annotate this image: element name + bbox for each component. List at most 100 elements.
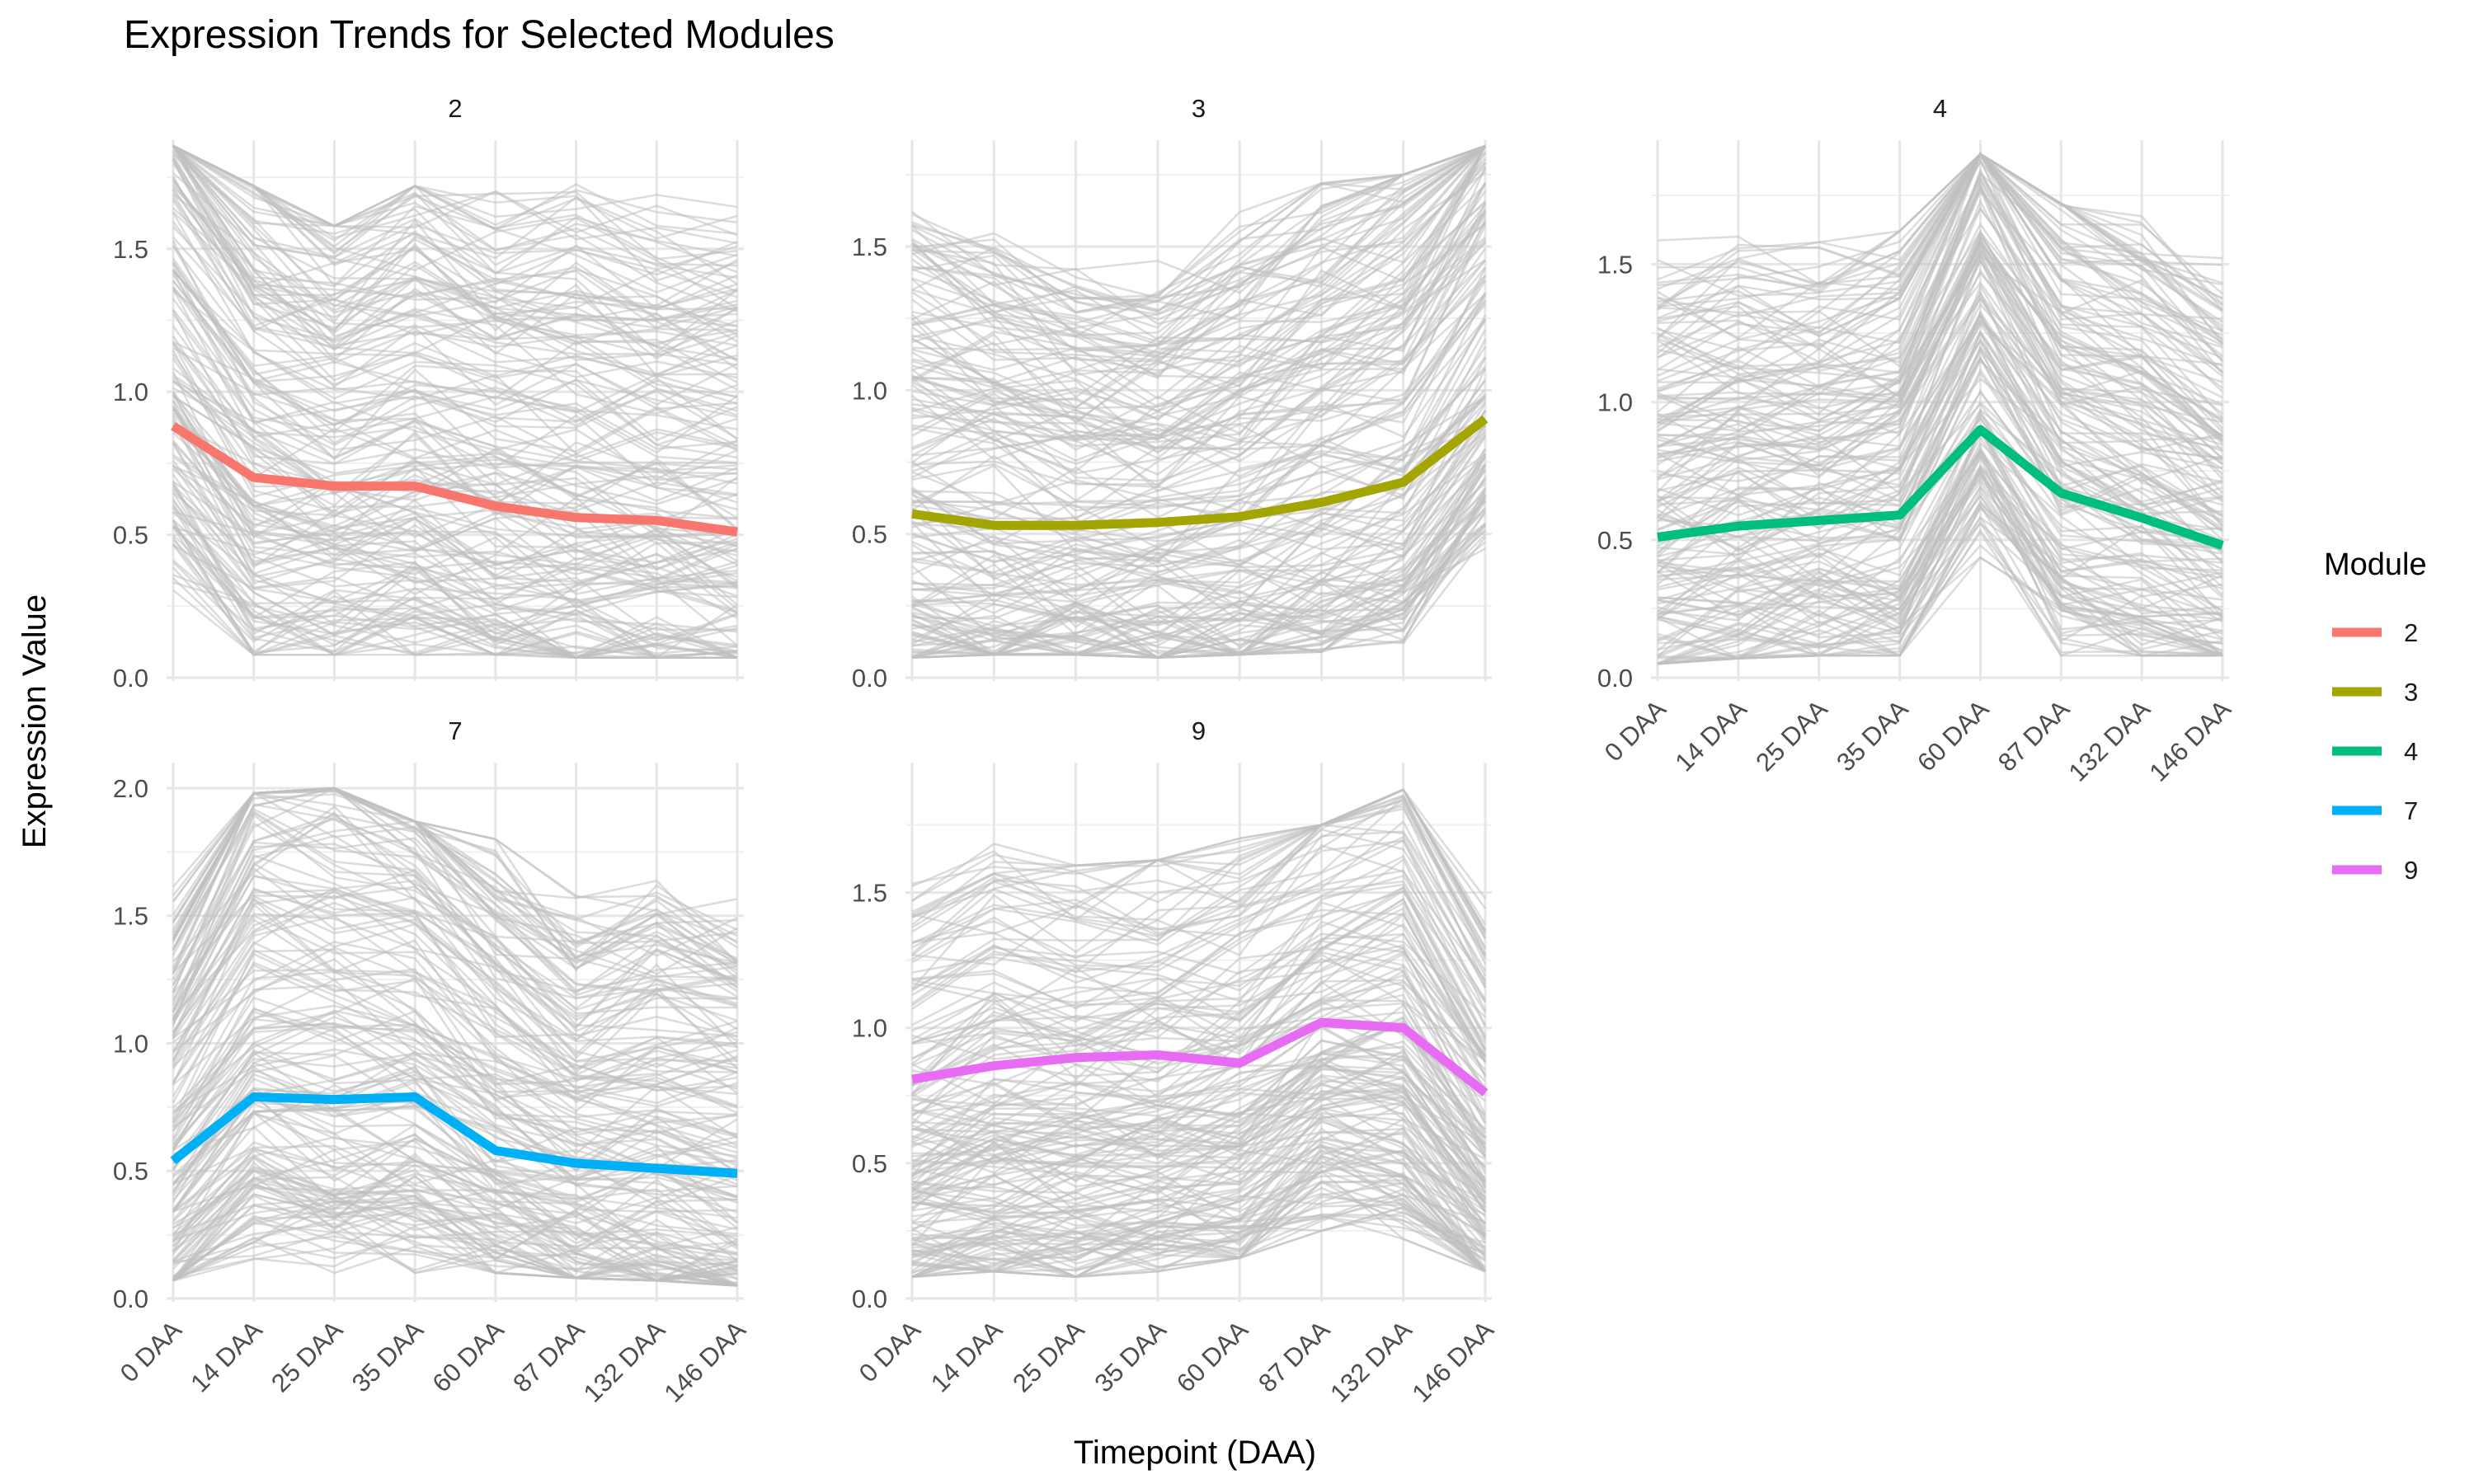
gene-profile-line <box>172 288 738 497</box>
gene-profile-line <box>172 869 738 1024</box>
gene-profile-line <box>172 813 738 1026</box>
gene-profile-line <box>911 1091 1486 1202</box>
gene-profile-line <box>172 1010 738 1182</box>
panel-2: 0.0 0.5 1.0 1.5 2 <box>113 94 744 693</box>
gene-profile-line <box>911 144 1486 299</box>
gene-profile-line <box>1657 485 2223 665</box>
module-4-mean-line <box>1657 425 2224 550</box>
legend-item-9: 9 <box>2332 856 2418 885</box>
x-tick-label: 14 DAA <box>1670 694 1753 777</box>
gene-profile-line <box>172 526 738 633</box>
gene-profile-line <box>172 144 738 248</box>
y-tick-label: 1.0 <box>113 1029 148 1058</box>
gene-profile-line <box>172 889 738 1070</box>
gene-profile-line <box>172 269 738 399</box>
gene-profile-line <box>172 914 738 1104</box>
gene-profile-line <box>172 325 738 511</box>
gene-profile-line <box>911 247 1487 461</box>
gene-profile-line <box>911 796 1487 960</box>
gene-profile-line <box>172 341 738 469</box>
gene-profile-line <box>172 387 738 517</box>
gene-profile-line <box>1657 423 2223 639</box>
gene-profile-line <box>911 402 1487 567</box>
gene-profile-line <box>1657 319 2223 529</box>
gene-profile-line <box>911 799 1487 957</box>
gene-profile-line <box>172 196 738 410</box>
gene-profile-line <box>172 144 738 245</box>
gene-profile-line <box>911 434 1486 603</box>
gene-profile-line <box>172 453 738 589</box>
gene-profile-line <box>911 965 1487 1139</box>
facet-label: 7 <box>448 716 462 745</box>
gene-profile-line <box>1657 448 2223 618</box>
gene-profile-line <box>911 210 1487 460</box>
x-tick-label: 60 DAA <box>1171 1315 1254 1398</box>
gene-profile-lines <box>172 787 738 1287</box>
gene-profile-line <box>172 261 738 414</box>
gene-profile-line <box>911 482 1486 659</box>
y-tick-label: 1.0 <box>852 376 887 405</box>
module-2-mean-line <box>171 422 738 537</box>
gene-profile-line <box>911 394 1487 600</box>
gene-profile-line <box>172 821 738 1015</box>
gene-profile-line <box>172 1078 738 1223</box>
legend-label: 9 <box>2404 856 2418 885</box>
gene-profile-line <box>172 186 738 378</box>
gene-profile-line <box>172 274 738 456</box>
gene-profile-line <box>172 1112 738 1261</box>
x-tick-label: 87 DAA <box>507 1315 590 1398</box>
gene-profile-line <box>172 394 738 561</box>
y-tick-label: 0.5 <box>113 1157 148 1186</box>
x-tick-label: 0 DAA <box>854 1315 926 1388</box>
gene-profile-line <box>172 819 738 1007</box>
gene-profile-line <box>911 911 1487 1095</box>
gene-profile-line <box>1657 247 2223 494</box>
gene-profile-line <box>1657 289 2223 531</box>
gene-profile-line <box>172 289 738 440</box>
gene-profile-line <box>1657 329 2223 552</box>
gene-profile-line <box>172 371 738 582</box>
gene-profile-line <box>172 406 738 590</box>
gene-profile-line <box>172 269 738 442</box>
gene-profile-line <box>911 1114 1486 1227</box>
gene-profile-line <box>172 913 738 1075</box>
gene-profile-line <box>1657 528 2222 665</box>
gene-profile-line <box>911 1076 1487 1193</box>
gene-profile-line <box>172 144 738 267</box>
y-tick-label: 1.0 <box>1597 388 1633 417</box>
gene-profile-line <box>172 977 738 1109</box>
y-tick-label: 1.5 <box>113 235 148 264</box>
gene-profile-line <box>911 998 1486 1110</box>
gene-profile-line <box>911 275 1486 488</box>
x-tick-label: 25 DAA <box>1007 1315 1090 1398</box>
gene-profile-line <box>1657 313 2223 511</box>
gene-profile-line <box>911 838 1487 1012</box>
y-tick-label: 0.0 <box>852 664 887 693</box>
gene-profile-line <box>911 885 1487 1050</box>
gene-profile-line <box>911 889 1487 1067</box>
gene-profile-line <box>911 1137 1486 1250</box>
gene-profile-line <box>911 1206 1486 1273</box>
gene-profile-line <box>1657 152 2223 320</box>
gene-profile-line <box>911 469 1487 636</box>
gene-profile-line <box>172 144 738 261</box>
x-tick-label: 60 DAA <box>1912 694 1995 777</box>
facet-label: 9 <box>1192 716 1206 745</box>
gene-profile-line <box>1657 233 2223 442</box>
gene-profile-line <box>911 1155 1486 1273</box>
gene-profile-line <box>911 512 1486 656</box>
gene-profile-line <box>172 400 738 589</box>
x-tick-label: 25 DAA <box>1750 694 1833 777</box>
gene-profile-line <box>911 292 1487 524</box>
legend-label: 2 <box>2404 618 2418 647</box>
y-tick-label: 0.0 <box>113 664 148 693</box>
y-axis-title: Expression Value <box>16 594 53 848</box>
x-tick-label: 132 DAA <box>578 1315 671 1408</box>
x-tick-label: 25 DAA <box>266 1315 349 1398</box>
x-tick-label: 14 DAA <box>185 1315 268 1398</box>
gene-profile-line <box>911 425 1486 584</box>
gene-profile-line <box>172 1148 738 1266</box>
gene-profile-line <box>172 504 738 656</box>
gene-profile-line <box>172 179 738 330</box>
legend-item-2: 2 <box>2332 618 2418 647</box>
